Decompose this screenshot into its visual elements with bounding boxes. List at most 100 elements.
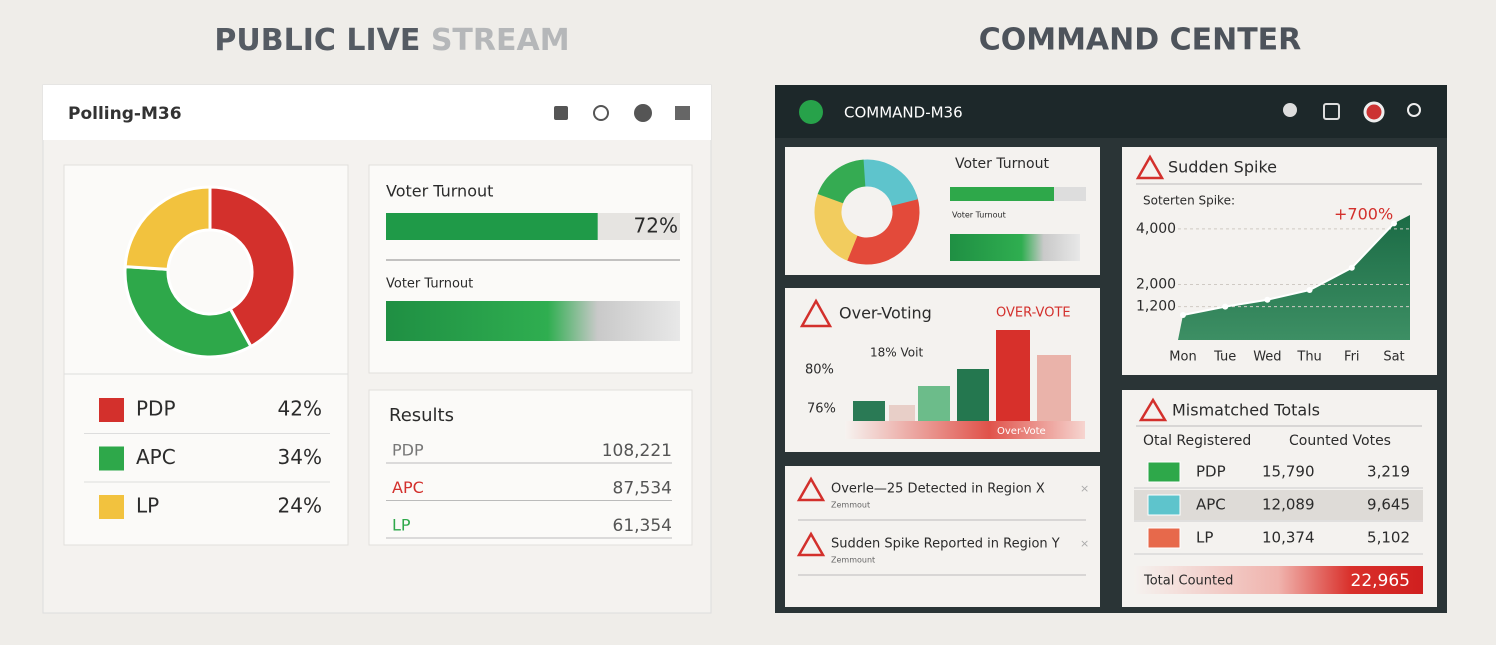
- bar: [853, 401, 885, 421]
- tick-label: 80%: [805, 363, 834, 378]
- footer-label: Over-Vote: [997, 426, 1046, 437]
- mini-donut: [814, 159, 920, 265]
- legend-value: 24%: [278, 494, 322, 518]
- donut-slice: [123, 185, 212, 271]
- party: APC: [1196, 496, 1226, 514]
- party: LP: [1196, 529, 1213, 547]
- column-header: Counted Votes: [1289, 433, 1391, 449]
- card-subtitle: Soterten Spike:: [1143, 194, 1235, 208]
- icon[interactable]: [1363, 101, 1385, 123]
- warning-icon: [796, 476, 826, 502]
- logo: [799, 100, 823, 124]
- counted: 5,102: [1367, 529, 1410, 547]
- result-votes: 87,534: [613, 479, 672, 499]
- registered: 15,790: [1262, 463, 1315, 481]
- warning-icon: [799, 298, 833, 328]
- alert-title: Sudden Spike Reported in Region Y: [831, 537, 1060, 552]
- x-tick-label: Fri: [1344, 350, 1360, 365]
- legend-label: PDP: [136, 397, 176, 421]
- annotation: +700%: [1334, 205, 1393, 224]
- donut-slice: [123, 265, 253, 359]
- legend-value: 34%: [278, 445, 322, 469]
- x-tick-label: Mon: [1169, 350, 1196, 365]
- y-tick-label: 1,200: [1136, 299, 1176, 315]
- card-title: Sudden Spike: [1168, 158, 1277, 177]
- icon[interactable]: [1407, 103, 1421, 117]
- legend-swatch: [99, 446, 124, 471]
- area: [1178, 215, 1410, 340]
- point: [1222, 303, 1229, 310]
- bar-label: 72%: [634, 214, 678, 238]
- mini-bar: [950, 234, 1080, 261]
- card-title: Over-Voting: [839, 304, 932, 323]
- bar: [1037, 355, 1071, 421]
- total-value: 22,965: [1351, 571, 1410, 591]
- heading-part: STREAM: [431, 23, 570, 58]
- registered: 12,089: [1262, 496, 1315, 514]
- legend-swatch: [99, 398, 124, 422]
- warning-icon: [1138, 397, 1168, 422]
- icon[interactable]: [1283, 103, 1297, 117]
- counted: 3,219: [1367, 463, 1410, 481]
- mini-label: Voter Turnout: [952, 211, 1006, 220]
- dismiss[interactable]: ×: [1080, 537, 1089, 550]
- icon[interactable]: [593, 105, 609, 121]
- alert-title: Overle—25 Detected in Region X: [831, 482, 1045, 497]
- panel-header: [43, 85, 711, 140]
- y-tick-label: 4,000: [1136, 221, 1176, 237]
- icon[interactable]: [554, 106, 568, 120]
- icon[interactable]: [1323, 103, 1340, 120]
- icon[interactable]: [634, 104, 652, 122]
- party-icon: [1147, 527, 1181, 549]
- card-title: Mismatched Totals: [1172, 401, 1320, 420]
- line: [1182, 222, 1395, 316]
- alert-sub: Zemmount: [831, 556, 875, 565]
- alert-sub: Zemmout: [831, 501, 870, 510]
- card-subtitle: Voter Turnout: [386, 277, 473, 292]
- heading: PUBLIC LIVE STREAM: [214, 23, 569, 58]
- card-title: Voter Turnout: [386, 182, 493, 201]
- flag: OVER-VOTE: [996, 306, 1071, 321]
- total-label: Total Counted: [1143, 574, 1233, 589]
- card-title: Voter Turnout: [955, 156, 1049, 172]
- bar: [386, 213, 598, 240]
- header-icons: [554, 104, 690, 122]
- panel-title: COMMAND-M36: [844, 104, 963, 122]
- row-highlight: [1134, 490, 1423, 520]
- legend-swatch: [99, 495, 124, 519]
- icon[interactable]: [675, 106, 690, 120]
- party-icon: [1147, 494, 1181, 516]
- x-tick-label: Thu: [1296, 350, 1321, 365]
- bar: [957, 369, 989, 421]
- mini-donut-slice: [814, 159, 920, 265]
- donut-slice: [208, 185, 297, 349]
- result-party: PDP: [392, 441, 424, 460]
- result-party: APC: [392, 478, 424, 497]
- mini-bar: [950, 187, 1054, 201]
- result-votes: 61,354: [613, 516, 672, 536]
- mini-donut-slice: [814, 159, 920, 265]
- panel-header: [775, 85, 1447, 138]
- result-party: LP: [392, 516, 411, 535]
- note: 18% Voit: [870, 346, 923, 360]
- party-icon: [1147, 461, 1181, 483]
- party: PDP: [1196, 463, 1226, 481]
- column-header: Otal Registered: [1143, 433, 1251, 449]
- x-tick-label: Sat: [1383, 350, 1404, 365]
- bar: [889, 405, 915, 421]
- bar: [918, 386, 950, 421]
- card: [368, 389, 693, 546]
- point: [1348, 264, 1355, 271]
- point: [1391, 220, 1397, 227]
- over-vote-bars: [853, 330, 1071, 421]
- dismiss[interactable]: ×: [1080, 482, 1089, 495]
- counted: 9,645: [1367, 496, 1410, 514]
- result-votes: 108,221: [602, 441, 672, 461]
- y-tick-label: 2,000: [1136, 276, 1176, 292]
- warning-icon: [796, 531, 826, 557]
- tick-label: 76%: [807, 402, 836, 417]
- x-tick-label: Wed: [1253, 350, 1281, 365]
- point: [1306, 287, 1313, 293]
